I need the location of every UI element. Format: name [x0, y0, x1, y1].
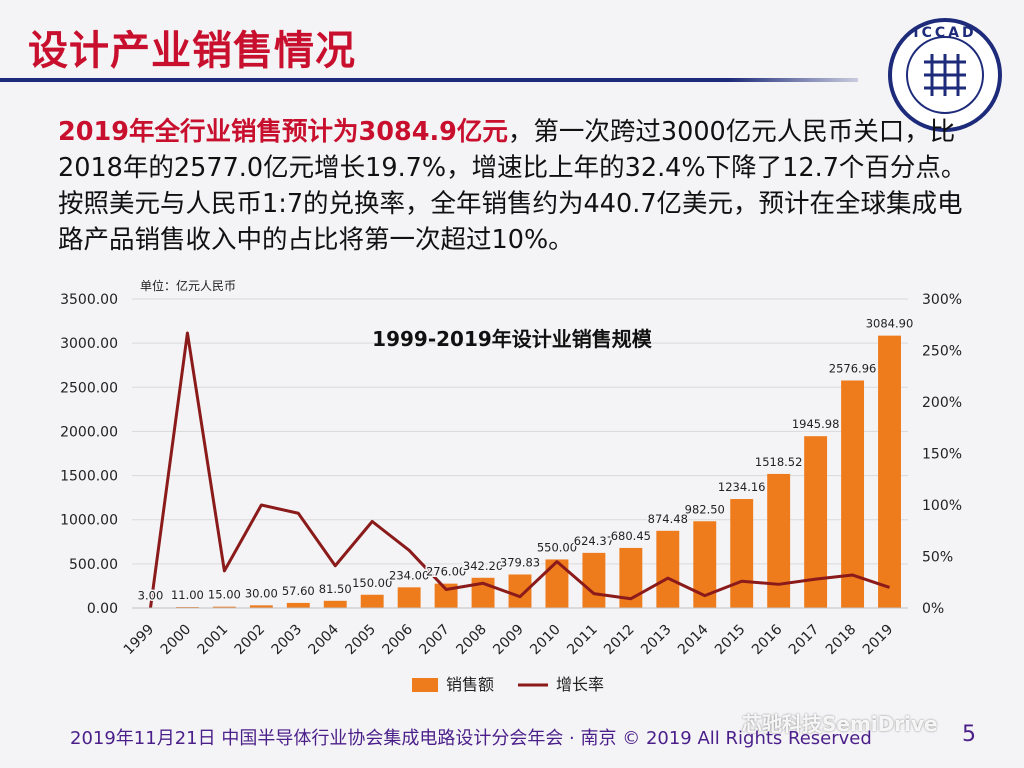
y-axis-tick-label: 2000.00	[60, 424, 118, 440]
x-axis-tick-label: 2014	[675, 621, 712, 658]
bar	[693, 521, 717, 608]
chart-title: 1999-2019年设计业销售规模	[372, 327, 653, 351]
bar-data-label: 150.00	[352, 576, 392, 590]
bar-data-label: 234.00	[389, 568, 429, 582]
x-axis-tick-label: 2000	[158, 622, 195, 659]
x-axis-tick-label: 2004	[306, 621, 343, 658]
y2-axis-tick-label: 200%	[922, 395, 962, 411]
bar-data-label: 3.00	[138, 589, 164, 603]
bar	[545, 559, 569, 608]
y2-axis-tick-label: 100%	[922, 498, 962, 514]
x-axis-tick-label: 1999	[121, 622, 158, 659]
y-axis-tick-label: 500.00	[69, 557, 118, 573]
bar	[582, 552, 606, 608]
x-axis-tick-label: 2019	[860, 622, 897, 659]
x-axis-tick-label: 2017	[786, 622, 823, 659]
bar	[656, 530, 680, 608]
bar	[841, 380, 865, 608]
bar-data-label: 30.00	[245, 586, 278, 600]
bar-data-label: 379.83	[500, 555, 540, 569]
x-axis-tick-label: 2009	[490, 622, 527, 659]
bar	[360, 594, 384, 608]
watermark: 芯驰科技SemiDrive	[742, 712, 938, 736]
y2-axis-tick-label: 300%	[922, 292, 962, 308]
y-axis-tick-label: 0.00	[87, 601, 118, 617]
y2-axis-tick-label: 150%	[922, 447, 962, 463]
x-axis-tick-label: 2008	[453, 622, 490, 659]
logo-text: ICCAD	[913, 25, 976, 41]
x-axis-tick-label: 2006	[379, 621, 416, 658]
x-axis-tick-label: 2001	[195, 622, 232, 659]
y-axis-tick-label: 3500.00	[60, 292, 118, 308]
bar-data-label: 81.50	[319, 582, 352, 596]
x-axis-tick-label: 2018	[823, 622, 860, 659]
bar	[878, 335, 901, 608]
y-axis-tick-label: 1500.00	[60, 469, 118, 485]
bar	[323, 600, 347, 608]
bar	[508, 574, 532, 608]
x-axis-tick-label: 2007	[416, 622, 453, 659]
bar-data-label: 276.00	[426, 565, 466, 579]
bar	[249, 605, 273, 608]
bar-data-label: 57.60	[282, 584, 315, 598]
bar-data-label: 680.45	[611, 529, 651, 543]
bar-data-label: 2576.96	[829, 361, 877, 375]
legend-label-sales: 销售额	[446, 675, 494, 694]
bar-data-label: 1945.98	[792, 417, 840, 431]
x-axis-tick-label: 2003	[269, 622, 306, 659]
bar-data-label: 550.00	[537, 540, 577, 554]
chart-unit-label: 单位：亿元人民币	[140, 278, 236, 293]
x-axis-tick-label: 2002	[232, 622, 269, 659]
x-axis-tick-label: 2011	[564, 622, 601, 659]
iccad-logo: ICCAD	[888, 18, 1002, 132]
bar	[397, 587, 421, 608]
bar-data-label: 3084.90	[866, 317, 914, 331]
bar-data-label: 1518.52	[755, 455, 803, 469]
x-axis-tick-label: 2010	[527, 622, 564, 659]
y-axis-tick-label: 3000.00	[60, 336, 118, 352]
bar	[767, 473, 791, 608]
slide-title: 设计产业销售情况	[28, 28, 356, 74]
x-axis-tick-label: 2016	[749, 621, 786, 658]
summary-paragraph: 2019年全行业销售预计为3084.9亿元，第一次跨过3000亿元人民币关口，比…	[58, 114, 978, 258]
bar-data-label: 1234.16	[718, 480, 766, 494]
bar	[286, 602, 310, 608]
summary-text: ，第一次跨过3000亿元人民币关口，比2018年的2577.0亿元增长19.7%…	[58, 117, 967, 255]
x-axis-tick-label: 2005	[343, 622, 380, 659]
bar	[619, 547, 643, 608]
x-axis-tick-label: 2013	[638, 622, 675, 659]
sales-chart: 3.00 11.00 15.00 30.00 57.60 81.50 150.00234.0…	[60, 278, 962, 694]
y2-axis-tick-label: 0%	[922, 601, 944, 617]
bar-data-label: 624.37	[574, 534, 614, 548]
x-axis-tick-label: 2012	[601, 622, 638, 659]
x-axis-tick-label: 2015	[712, 622, 749, 659]
bar-data-label: 11.00	[171, 588, 204, 602]
y-axis-tick-label: 1000.00	[60, 513, 118, 529]
y2-axis-tick-label: 250%	[922, 344, 962, 360]
bar-data-label: 342.20	[463, 559, 503, 573]
bar	[730, 499, 754, 608]
y-axis-tick-label: 2500.00	[60, 380, 118, 396]
growth-rate-line	[148, 331, 890, 609]
slide-footer: 2019年11月21日 中国半导体行业协会集成电路设计分会年会 · 南京 © 2…	[70, 728, 872, 749]
y2-axis-tick-label: 50%	[922, 550, 953, 566]
bar-data-label: 982.50	[685, 502, 725, 516]
legend-label-growth: 增长率	[556, 675, 604, 694]
legend-swatch-sales	[412, 678, 438, 692]
summary-highlight: 2019年全行业销售预计为3084.9亿元	[58, 117, 508, 147]
bar-data-label: 15.00	[208, 588, 241, 602]
bar	[804, 436, 828, 608]
page-number: 5	[962, 722, 976, 747]
bar-data-label: 874.48	[648, 512, 688, 526]
title-divider	[0, 78, 858, 82]
bar	[212, 606, 236, 608]
